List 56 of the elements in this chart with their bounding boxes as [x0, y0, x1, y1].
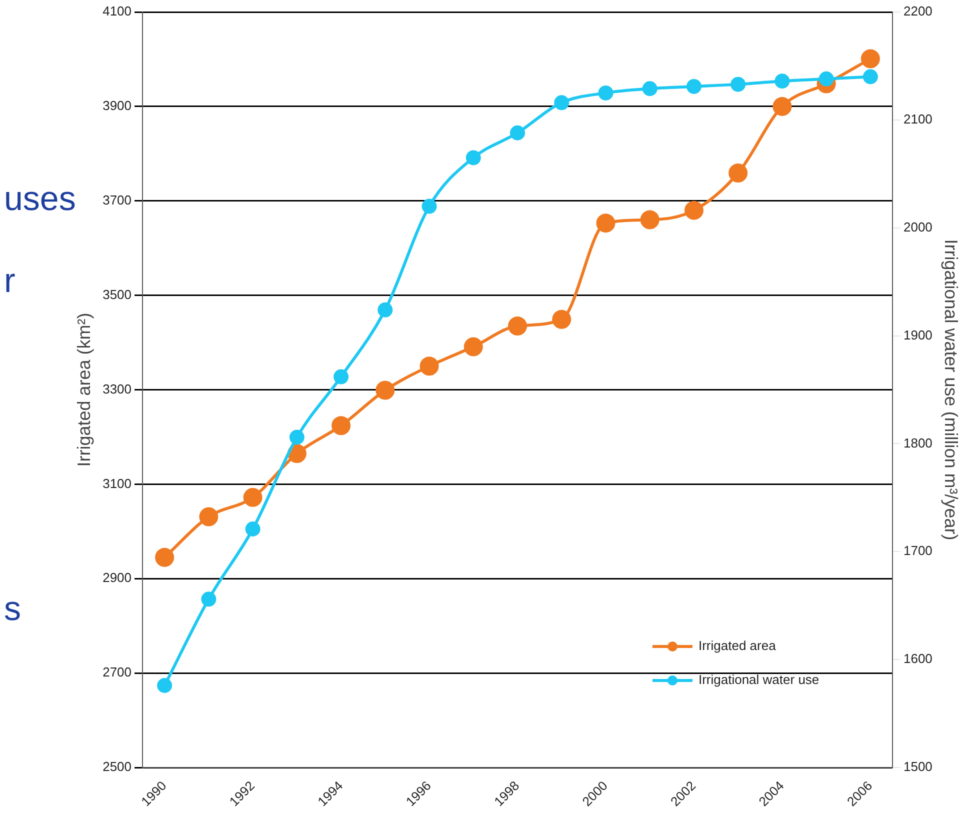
y2-tick-label: 1800	[903, 435, 932, 450]
point	[640, 210, 660, 230]
y-tick-label: 2700	[102, 664, 132, 680]
y2-tick-label: 1700	[903, 543, 932, 558]
point	[554, 95, 570, 110]
y2-axis-title: Irrigational water use (million m³/year)	[941, 239, 962, 540]
point	[642, 81, 658, 96]
y2-tick-label: 2100	[903, 112, 932, 127]
y-tick-label: 2500	[102, 759, 132, 774]
legend-label: Irrigated area	[698, 638, 777, 654]
point	[420, 356, 439, 376]
y-tick-label: 2900	[102, 570, 132, 586]
y2-tick-label: 1900	[903, 327, 932, 342]
y-axis-title: Irrigated area (km²)	[74, 312, 94, 467]
text: uses	[4, 180, 76, 219]
y2-tick-label: 2000	[903, 219, 932, 234]
point	[508, 316, 527, 336]
point	[598, 85, 614, 100]
y-tick-label: 3700	[102, 192, 132, 208]
point	[157, 678, 172, 693]
y2-tick-label: 1600	[903, 651, 932, 666]
y-tick-label: 3300	[102, 381, 132, 396]
point	[552, 310, 572, 329]
point	[860, 49, 880, 68]
point	[686, 78, 702, 94]
y-tick-label: 3500	[102, 286, 132, 302]
point	[199, 507, 218, 526]
point	[772, 96, 792, 116]
point	[201, 592, 216, 607]
y-tick-label: 3100	[102, 476, 132, 491]
y-tick-label: 4100	[102, 4, 132, 19]
y2-tick-label: 1500	[903, 759, 932, 774]
point	[332, 416, 351, 436]
point	[466, 150, 481, 166]
text: s	[4, 590, 21, 629]
point	[287, 444, 306, 464]
point	[289, 430, 304, 445]
point	[376, 380, 395, 400]
y-tick-label: 3900	[102, 98, 132, 114]
point	[596, 214, 616, 233]
point	[464, 337, 483, 356]
point	[243, 488, 262, 507]
point	[245, 521, 260, 536]
point	[774, 74, 790, 89]
point	[510, 125, 525, 140]
point	[422, 198, 437, 214]
point	[728, 164, 748, 183]
point	[155, 548, 174, 567]
y2-tick-label: 2200	[903, 4, 932, 19]
text: r	[4, 262, 16, 301]
point	[378, 302, 393, 318]
point	[862, 69, 878, 84]
point	[730, 76, 746, 92]
point	[684, 200, 704, 220]
point	[334, 369, 349, 384]
legend-label: Irrigational water use	[698, 672, 820, 688]
